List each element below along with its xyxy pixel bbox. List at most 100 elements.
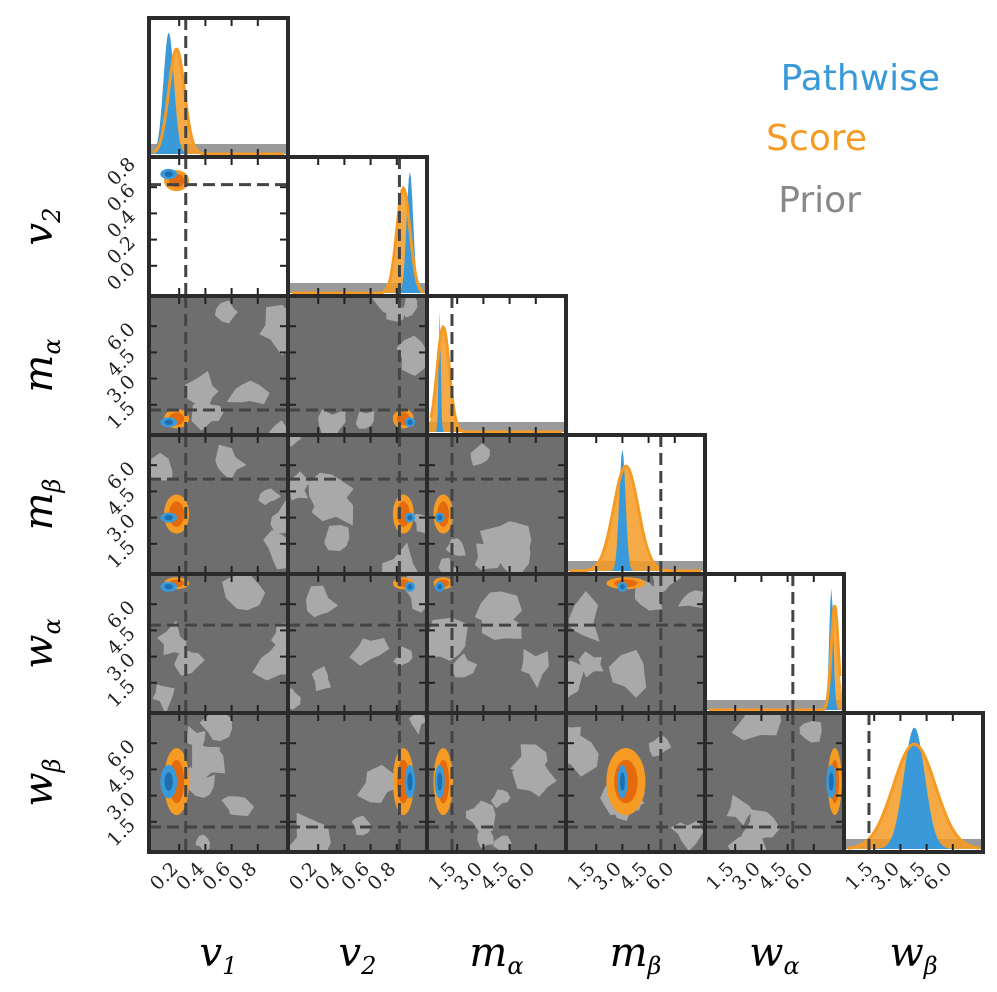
x-tick-label: 0.8 xyxy=(224,858,261,895)
panel-content xyxy=(427,296,566,435)
panel-content xyxy=(844,713,983,852)
panel-content xyxy=(705,713,844,852)
x-axis-label-subscript: α xyxy=(784,952,800,980)
panels-layer xyxy=(147,16,985,854)
pathwise-density xyxy=(844,727,983,849)
prior-density xyxy=(705,700,844,710)
prior-contour-light xyxy=(566,726,582,751)
prior-contour-light xyxy=(726,794,753,826)
prior-contour-light xyxy=(157,620,187,656)
pathwise-density xyxy=(427,310,566,432)
legend-entry-prior: Prior xyxy=(778,180,861,221)
panel-content xyxy=(705,574,844,713)
panel-content xyxy=(427,574,566,713)
y-axis-label-subscript: β xyxy=(38,479,66,494)
x-tick-label: 6.0 xyxy=(641,858,678,895)
prior-contour-light xyxy=(185,370,219,410)
pathwise-contour-inner xyxy=(164,419,173,426)
x-axis-labels-layer: 0.20.40.60.8v10.20.40.60.8v21.53.04.56.0… xyxy=(146,858,957,980)
prior-contour-light xyxy=(382,542,418,574)
prior-contour-light xyxy=(214,300,238,324)
prior-contour-light xyxy=(288,687,301,710)
prior-contour-light xyxy=(401,296,418,318)
x-axis-label-subscript: β xyxy=(923,952,938,980)
panel-4-3 xyxy=(564,572,707,715)
panel-1-0 xyxy=(147,155,290,298)
panel-5-3 xyxy=(564,711,707,854)
panel-2-2 xyxy=(425,294,568,437)
prior-contour-light xyxy=(371,296,402,315)
prior-contour-light xyxy=(268,532,288,570)
panel-frame xyxy=(703,572,846,715)
panel-content xyxy=(149,296,288,435)
pathwise-contour-inner xyxy=(407,514,413,521)
prior-contour-light xyxy=(306,585,339,618)
panel-content xyxy=(288,574,427,713)
prior-contour-light xyxy=(512,757,557,797)
prior-contour-light xyxy=(521,648,549,688)
pathwise-contour-inner xyxy=(164,171,173,177)
panel-content xyxy=(566,713,705,852)
prior-contour-light xyxy=(311,666,332,692)
prior-contour-light xyxy=(270,500,288,534)
prior-contour-light xyxy=(474,543,503,570)
x-axis-label-subscript: 1 xyxy=(222,952,237,980)
prior-contour-light xyxy=(186,725,206,749)
prior-contour-light xyxy=(396,335,427,376)
prior-contour-light xyxy=(731,713,781,741)
y-axis-label: wβ xyxy=(16,758,66,806)
prior-density xyxy=(427,422,566,432)
prior-contour-light xyxy=(258,488,282,506)
prior-contour-light xyxy=(568,591,600,642)
prior-contour-light xyxy=(174,648,205,676)
pathwise-contour-inner xyxy=(407,419,413,426)
legend-entry-score: Score xyxy=(766,118,867,159)
prior-contour-light xyxy=(221,796,255,816)
prior-density xyxy=(149,144,288,154)
y-tick-label: 6.0 xyxy=(103,596,140,633)
pathwise-contour-inner xyxy=(164,514,173,521)
prior-contour-light xyxy=(349,638,390,666)
y-axis-label-subscript: α xyxy=(38,618,66,634)
panel-4-2 xyxy=(425,572,568,715)
prior-contour-light xyxy=(608,649,647,698)
y-axis-label-subscript: β xyxy=(38,758,66,773)
score-density xyxy=(705,605,844,710)
panel-content xyxy=(427,713,566,852)
prior-contour-light xyxy=(226,380,270,405)
panel-4-0 xyxy=(147,572,290,715)
panel-4-4 xyxy=(703,572,846,715)
score-density xyxy=(566,466,705,571)
prior-contour-light xyxy=(311,487,354,526)
panel-2-0 xyxy=(147,294,290,437)
pathwise-contour-inner xyxy=(164,583,173,590)
prior-contour-light xyxy=(648,734,672,757)
prior-contour-light xyxy=(481,603,522,640)
prior-contour-light xyxy=(799,721,822,743)
score-density-line xyxy=(709,604,842,712)
score-density-line xyxy=(847,742,980,850)
panel-content xyxy=(149,574,288,713)
prior-contour-light xyxy=(288,812,331,852)
prior-contour-light xyxy=(259,304,288,356)
panel-1-1 xyxy=(286,155,429,298)
panel-5-4 xyxy=(703,711,846,854)
x-tick-label: 6.0 xyxy=(919,858,956,895)
prior-density xyxy=(288,283,427,293)
y-axis-label: mα xyxy=(16,338,66,392)
panel-3-0 xyxy=(147,433,290,576)
prior-contour-light xyxy=(180,766,216,798)
score-density-line xyxy=(429,324,562,434)
y-axis-labels-layer: 0.00.20.40.60.8v21.53.04.56.0mα1.53.04.5… xyxy=(16,153,140,851)
x-axis-label-subscript: α xyxy=(507,952,523,980)
prior-contour-light xyxy=(215,444,247,481)
legend-entry-pathwise: Pathwise xyxy=(781,58,940,99)
prior-contour-light xyxy=(252,636,288,681)
score-density-line xyxy=(152,47,284,156)
panel-content xyxy=(149,713,288,852)
pathwise-contour-inner xyxy=(407,583,413,590)
score-density-line xyxy=(292,185,424,295)
prior-contour-light xyxy=(267,420,288,435)
panel-content xyxy=(288,713,427,852)
panel-4-1 xyxy=(286,572,429,715)
